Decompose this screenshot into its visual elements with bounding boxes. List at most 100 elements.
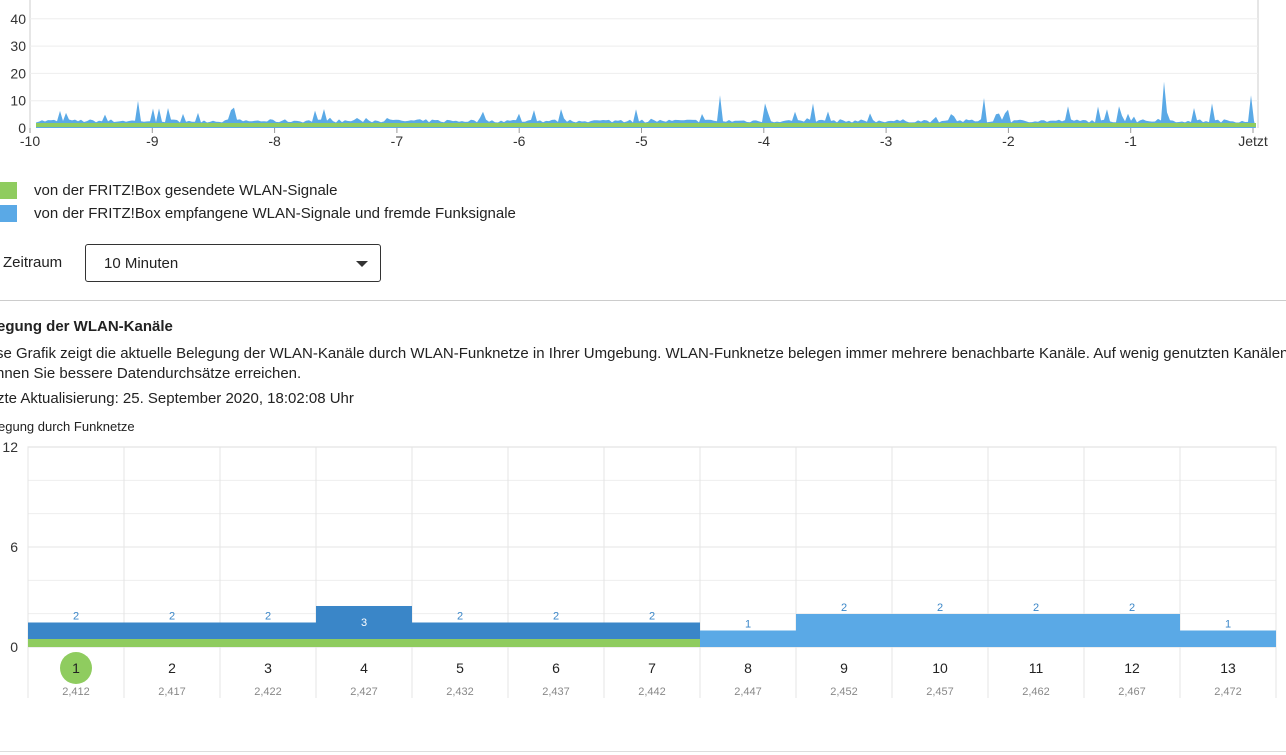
own-network-bar [28,638,124,647]
own-network-bar [412,638,508,647]
channel-x-axis: 1 2,412 2 2,417 3 2,422 4 2,427 5 2,432 6 2,437 7 2,4… [60,652,1242,698]
channel-number[interactable]: 11 [1029,660,1044,676]
channel-bars [28,605,1276,647]
foreign-network-bar [604,622,700,639]
timeline-x-tick: Jetzt [1238,133,1268,149]
bottom-divider [0,751,1286,752]
own-network-bar [508,638,604,647]
channel-value-label: 2 [265,610,271,622]
received-signal-area [36,81,1256,128]
zeitraum-label: Zeitraum [3,254,63,271]
channel-number[interactable]: 13 [1220,660,1236,676]
foreign-network-bar [796,614,892,647]
description-line-1: se Grafik zeigt die aktuelle Belegung de… [0,345,1286,362]
channel-number[interactable]: 7 [648,660,656,676]
description-line-2: nnen Sie bessere Datendurchsätze erreich… [0,365,302,382]
channel-frequency: 2,462 [1022,686,1050,698]
channel-value-label: 2 [169,610,175,622]
section-description: se Grafik zeigt die aktuelle Belegung de… [0,344,1286,384]
channel-value-label: 2 [1129,602,1135,614]
foreign-network-bar [28,622,124,639]
timeline-x-tick: -8 [268,133,281,149]
channel-number[interactable]: 6 [552,660,560,676]
channel-frequency: 2,452 [830,686,858,698]
signal-timeline-chart: 0 10 20 30 40 -10 -9 -8 -7 -6 -5 -4 -3 -2 -1 Jetzt [10,0,1268,149]
own-network-bar [316,638,412,647]
channel-number[interactable]: 8 [744,660,752,676]
timeline-y-tick: 10 [10,93,26,109]
timeline-x-tick: -5 [635,133,648,149]
foreign-network-bar [700,630,796,647]
channel-number[interactable]: 2 [168,660,176,676]
own-network-bar [124,638,220,647]
channel-frequency: 2,417 [158,686,186,698]
timeline-x-tick: -7 [391,133,404,149]
timeline-y-tick: 0 [18,120,26,136]
channel-value-label: 1 [1225,619,1231,631]
legend-received-swatch [0,205,17,222]
channel-frequency: 2,442 [638,686,666,698]
foreign-network-bar [124,622,220,639]
channel-frequency: 2,427 [350,686,378,698]
channel-value-label: 2 [553,610,559,622]
section-divider [0,300,1286,301]
channel-y-tick: 12 [2,439,18,455]
section-title: egung der WLAN-Kanäle [0,318,173,335]
timeline-area [36,81,1256,128]
channel-value-label: 2 [1033,602,1039,614]
legend-sent: von der FRITZ!Box gesendete WLAN-Signale [0,182,337,199]
channel-number[interactable]: 5 [456,660,464,676]
chart-caption: egung durch Funknetze [0,419,135,434]
channel-y-tick: 0 [10,639,18,655]
timeline-x-tick: -9 [146,133,159,149]
channel-number[interactable]: 12 [1124,660,1140,676]
timeline-y-tick: 40 [10,11,26,27]
channel-y-axis: 12 6 0 [2,439,18,655]
foreign-network-bar [892,614,988,647]
timeline-grid [29,0,1259,128]
channel-number[interactable]: 10 [932,660,948,676]
channel-value-label: 2 [73,610,79,622]
channel-number[interactable]: 4 [360,660,368,676]
legend-sent-swatch [0,182,17,199]
legend-received-label: von der FRITZ!Box empfangene WLAN-Signal… [34,205,516,222]
foreign-network-bar [1084,614,1180,647]
channel-number[interactable]: 3 [264,660,272,676]
foreign-network-bar [412,622,508,639]
timeline-x-tick: -2 [1002,133,1015,149]
timeline-x-axis: -10 -9 -8 -7 -6 -5 -4 -3 -2 -1 Jetzt [20,128,1268,149]
channel-grid [27,446,1277,698]
chevron-down-icon [356,261,368,267]
selected-channel-indicator [60,652,92,684]
channel-y-tick: 6 [10,539,18,555]
channel-number[interactable]: 9 [840,660,848,676]
channel-value-label: 2 [649,610,655,622]
own-network-bar [220,638,316,647]
foreign-network-bar [316,605,412,639]
zeitraum-value: 10 Minuten [104,254,179,272]
timeline-y-axis: 0 10 20 30 40 [10,11,26,136]
channel-number[interactable]: 1 [72,660,80,676]
timeline-y-tick: 20 [10,65,26,81]
timeline-y-tick: 30 [10,38,26,54]
channel-value-label: 2 [937,602,943,614]
channel-value-label: 2 [841,602,847,614]
channel-value-label: 2 [457,610,463,622]
channel-frequency: 2,422 [254,686,282,698]
channel-frequency: 2,437 [542,686,570,698]
channel-frequency: 2,467 [1118,686,1146,698]
timeline-x-tick: -1 [1124,133,1137,149]
sent-signal-area [36,123,1256,127]
timeline-x-tick: -4 [758,133,771,149]
channel-frequency: 2,432 [446,686,474,698]
legend-received: von der FRITZ!Box empfangene WLAN-Signal… [0,205,516,222]
foreign-network-bar [1180,630,1276,647]
legend-sent-label: von der FRITZ!Box gesendete WLAN-Signale [34,182,338,199]
channel-frequency: 2,447 [734,686,762,698]
last-update: zte Aktualisierung: 25. September 2020, … [0,390,354,407]
timeline-x-tick: -3 [880,133,893,149]
zeitraum-dropdown[interactable]: 10 Minuten [85,244,381,282]
channel-frequency: 2,412 [62,686,90,698]
timeline-x-tick: -6 [513,133,526,149]
